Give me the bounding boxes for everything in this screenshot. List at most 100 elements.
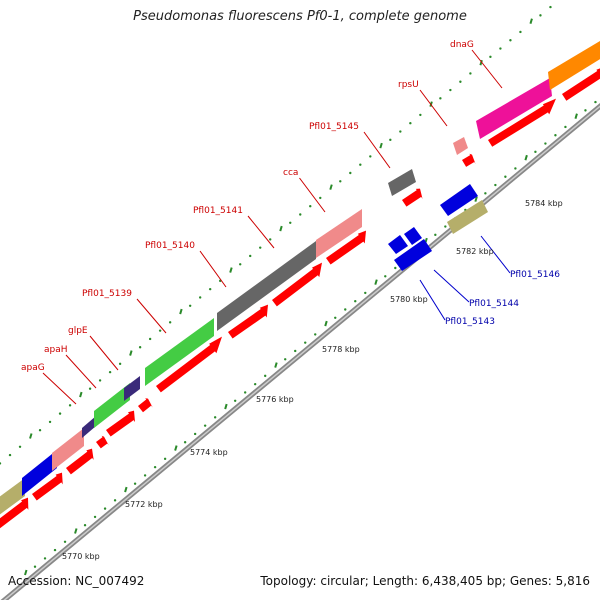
major-tick <box>274 362 278 368</box>
label-leader <box>42 372 77 405</box>
major-tick <box>379 142 383 149</box>
minor-tick <box>359 163 362 166</box>
minor-tick <box>494 183 497 187</box>
major-tick <box>474 196 478 202</box>
reverse-ticks <box>24 100 597 576</box>
cds-arrow <box>0 497 29 529</box>
minor-tick <box>168 321 172 324</box>
major-tick <box>479 59 483 66</box>
minor-tick <box>253 382 257 386</box>
cds-arrow <box>272 262 322 307</box>
label-leader <box>199 250 227 288</box>
gene-feature <box>52 428 84 471</box>
scale-labels: 5770 kbp 5772 kbp 5774 kbp 5776 kbp 5778 kbp… <box>62 199 563 561</box>
gene-label: Pfl01_5144 <box>469 299 519 309</box>
minor-tick <box>68 404 72 407</box>
gene-feature <box>217 241 316 331</box>
minor-tick <box>153 465 157 469</box>
minor-tick <box>118 362 122 366</box>
gene-feature <box>447 200 488 234</box>
gene-feature <box>94 383 130 428</box>
minor-tick <box>93 515 97 519</box>
minor-tick <box>564 125 567 129</box>
gene-feature <box>82 416 96 438</box>
gene-feature <box>388 169 416 196</box>
gene-feature <box>476 78 552 139</box>
minor-tick <box>439 97 442 100</box>
minor-tick <box>83 524 87 527</box>
map-title: Pseudomonas fluorescens Pf0-1, complete … <box>133 9 467 24</box>
minor-tick <box>309 205 312 208</box>
minor-tick <box>299 213 302 216</box>
scale-label: 5780 kbp <box>390 295 428 304</box>
minor-tick <box>233 399 237 402</box>
minor-tick <box>554 134 557 137</box>
scale-label: 5770 kbp <box>62 552 100 561</box>
minor-tick <box>43 557 47 560</box>
minor-tick <box>504 175 507 178</box>
minor-tick <box>8 453 12 457</box>
minor-tick <box>249 254 252 258</box>
gene-label: Pfl01_5145 <box>309 122 359 132</box>
minor-tick <box>183 441 187 444</box>
minor-tick <box>339 180 342 183</box>
cds-arrow <box>66 448 94 475</box>
gene-label: Pfl01_5143 <box>445 317 495 327</box>
major-tick <box>129 350 133 356</box>
gene-feature <box>124 376 140 401</box>
minor-tick <box>384 275 387 278</box>
gene-feature <box>453 137 468 155</box>
minor-tick <box>369 155 372 158</box>
minor-tick <box>594 100 597 104</box>
minor-tick <box>108 370 112 374</box>
genome-summary: Topology: circular; Length: 6,438,405 bp… <box>260 574 590 588</box>
gene-feature <box>388 235 408 254</box>
minor-tick <box>98 379 102 382</box>
label-leader <box>480 235 511 274</box>
label-leader <box>89 335 119 371</box>
minor-tick <box>334 316 337 319</box>
minor-tick <box>409 122 412 125</box>
gene-track-reverse <box>388 184 488 271</box>
cds-arrow <box>106 410 136 437</box>
minor-tick <box>484 192 487 195</box>
cds-arrow <box>32 472 63 501</box>
minor-tick <box>48 420 52 424</box>
gene-label: rpsU <box>398 80 419 90</box>
minor-tick <box>534 150 537 154</box>
label-leader <box>136 298 167 334</box>
minor-tick <box>469 72 472 75</box>
minor-tick <box>243 391 247 394</box>
minor-tick <box>509 39 512 42</box>
minor-tick <box>344 308 347 311</box>
minor-tick <box>188 304 192 307</box>
minor-tick <box>319 196 322 200</box>
minor-tick <box>88 387 92 390</box>
minor-tick <box>138 346 142 349</box>
gene-feature <box>0 478 25 515</box>
minor-tick <box>459 80 462 83</box>
gene-feature <box>404 227 422 245</box>
scale-label: 5774 kbp <box>190 448 228 457</box>
cds-arrow <box>138 398 153 413</box>
minor-tick <box>544 142 547 145</box>
label-leader <box>247 215 275 249</box>
gene-feature <box>440 184 478 216</box>
minor-tick <box>103 507 107 510</box>
minor-tick <box>314 333 317 336</box>
minor-tick <box>289 221 292 224</box>
scale-label: 5782 kbp <box>456 247 494 256</box>
scale-label: 5778 kbp <box>322 345 360 354</box>
minor-tick <box>18 445 22 449</box>
accession-text: Accession: NC_007492 <box>8 574 145 588</box>
minor-tick <box>389 138 392 142</box>
scale-label: 5772 kbp <box>125 500 163 509</box>
scale-label: 5784 kbp <box>525 199 563 208</box>
minor-tick <box>549 5 552 9</box>
cds-arrow <box>326 230 366 265</box>
minor-tick <box>193 432 197 436</box>
major-tick <box>229 267 233 273</box>
gene-feature <box>145 318 214 386</box>
minor-tick <box>158 329 162 332</box>
